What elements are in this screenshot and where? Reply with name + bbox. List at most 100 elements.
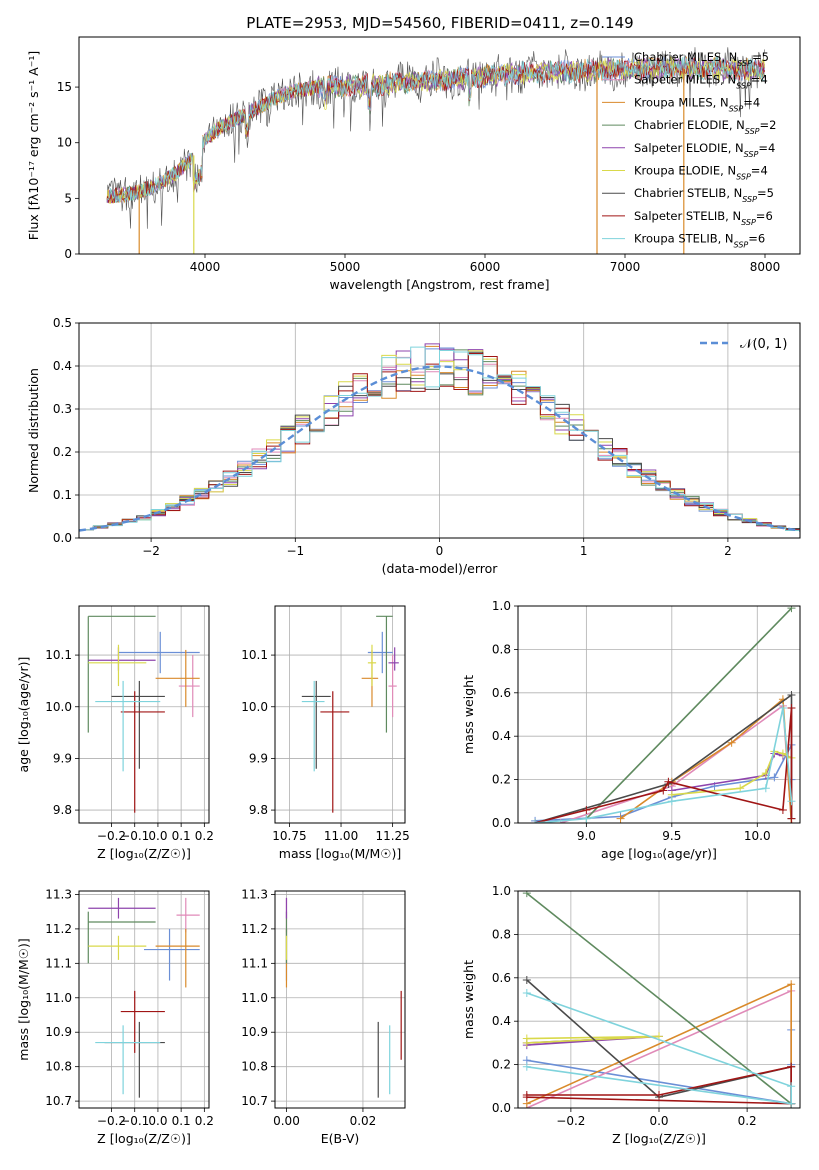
residuals-ytick-label: 0.1: [53, 488, 72, 502]
spectrum-xtick-label: 4000: [190, 260, 221, 274]
legend-label-name: Chabrier ELODIE: [634, 118, 729, 132]
mass-vs-Z-ytick-label: 11.3: [45, 887, 72, 901]
mass-vs-ebv-xtick-label: 0.02: [350, 1114, 377, 1128]
residuals-xtick-label: 1: [580, 544, 588, 558]
legend-label-n: 6: [758, 232, 765, 246]
residuals-ytick-label: 0.3: [53, 402, 72, 416]
legend-label-eq: =: [760, 118, 770, 132]
residuals-ytick-label: 0.0: [53, 531, 72, 545]
spectrum-ytick-label: 15: [57, 80, 72, 94]
age-vs-Z-xlabel: Z [log₁₀(Z/Z☉)]: [97, 846, 191, 861]
weight-vs-Z-xtick-label: 0.2: [738, 1114, 757, 1128]
mass-vs-Z-ytick-label: 10.8: [45, 1060, 72, 1074]
normal-legend-label: 𝒩(0, 1): [740, 337, 787, 352]
legend-label-eq: =: [751, 73, 761, 87]
legend-label-nssp: , N: [721, 50, 737, 64]
weight-vs-age-marker-kroupa-stelib: [582, 814, 591, 823]
weight-vs-age-marker-kroupa-stelib: [778, 703, 787, 712]
legend-label-name: Salpeter STELIB: [634, 209, 725, 223]
legend-label-sub: SSP: [745, 127, 760, 136]
legend-label-chabrier-stelib: Chabrier STELIB, NSSP=5: [634, 186, 774, 204]
weight-vs-Z-ylabel: mass weight: [461, 960, 476, 1039]
mass-vs-Z-ytick-label: 10.9: [45, 1025, 72, 1039]
data-layer: [79, 47, 800, 1108]
mass-vs-Z-xtick-label: −0.2: [97, 1114, 126, 1128]
legend-label-sub: SSP: [736, 172, 751, 181]
weight-vs-age-marker-salpeter-stelib: [664, 777, 673, 786]
legend-label-sub: SSP: [742, 195, 757, 204]
age-vs-mass-xtick-label: 11.00: [324, 829, 358, 843]
legend-label-name: Salpeter ELODIE: [634, 141, 728, 155]
normal-curve: [79, 365, 800, 532]
age-vs-Z-xtick-label: 0.1: [172, 829, 191, 843]
mass-vs-Z-ylabel: mass [log₁₀(M/M☉)]: [16, 938, 31, 1060]
legend-label-sub: SSP: [744, 149, 759, 158]
mass-vs-ebv-ytick-label: 11.3: [241, 887, 268, 901]
legend-label-nssp: , N: [720, 164, 736, 178]
mass-vs-Z-ytick-label: 11.1: [45, 956, 72, 970]
weight-vs-age-marker-kroupa-stelib: [667, 797, 676, 806]
weight-vs-age-xtick-label: 9.5: [662, 829, 681, 843]
legend-label-nssp: , N: [729, 118, 745, 132]
weight-vs-Z-marker-kroupa-stelib: [787, 1082, 796, 1091]
mass-vs-ebv-ytick-label: 10.8: [241, 1060, 268, 1074]
legend-label-eq: =: [756, 209, 766, 223]
mass-vs-Z-ytick-label: 10.7: [45, 1094, 72, 1108]
age-vs-mass-ytick-label: 10.0: [241, 700, 268, 714]
age-vs-Z-ytick-label: 9.9: [53, 751, 72, 765]
legend-label-n: 4: [760, 73, 767, 87]
legend-label-n: 4: [753, 95, 760, 109]
age-vs-mass-xtick-label: 11.25: [375, 829, 409, 843]
spectrum-ytick-label: 5: [64, 191, 72, 205]
weight-vs-Z-ytick-label: 0.8: [492, 927, 511, 941]
weight-vs-age-series-chabrier-elodie: [585, 607, 793, 820]
weight-vs-age-plot: [531, 606, 796, 823]
age-vs-mass-ytick-label: 9.8: [249, 803, 268, 817]
weight-vs-Z-marker-kroupa-stelib: [787, 1099, 796, 1108]
residuals-xlabel: (data-model)/error: [382, 561, 499, 576]
age-vs-mass-ytick-label: 10.1: [241, 648, 268, 662]
mass-vs-ebv-xlabel: E(B-V): [321, 1131, 360, 1146]
legend-label-salpeter-stelib: Salpeter STELIB, NSSP=6: [634, 209, 773, 227]
weight-vs-age-ytick-label: 0.6: [492, 686, 511, 700]
weight-vs-Z-ytick-label: 0.0: [492, 1101, 511, 1115]
weight-vs-Z-xtick-label: 0.0: [649, 1114, 668, 1128]
weight-vs-Z-ytick-label: 0.6: [492, 971, 511, 985]
weight-vs-age-marker-salpeter-stelib: [582, 805, 591, 814]
legend-label-nssp: , N: [713, 95, 729, 109]
legend-label-kroupa-elodie: Kroupa ELODIE, NSSP=4: [634, 164, 768, 182]
mass-vs-ebv-ytick-label: 10.9: [241, 1025, 268, 1039]
weight-vs-age-ytick-label: 0.8: [492, 642, 511, 656]
legend-label-name: Chabrier MILES: [634, 50, 721, 64]
weight-vs-Z-marker-kroupa-miles: [787, 980, 796, 989]
mass-vs-Z-ytick-label: 11.2: [45, 922, 72, 936]
weight-vs-Z-xlabel: Z [log₁₀(Z/Z☉)]: [612, 1131, 706, 1146]
weight-vs-age-xtick-label: 9.0: [577, 829, 596, 843]
age-vs-Z-ytick-label: 10.0: [45, 700, 72, 714]
residuals-plot: [79, 343, 800, 532]
legend-label-eq: =: [751, 164, 761, 178]
age-vs-Z-ytick-label: 9.8: [53, 803, 72, 817]
weight-vs-Z-ytick-label: 0.2: [492, 1058, 511, 1072]
mass-vs-Z-frame: [78, 890, 210, 1109]
weight-vs-Z-marker-kroupa-elodie: [522, 1034, 531, 1043]
weight-vs-age-xtick-label: 10.0: [744, 829, 771, 843]
age-vs-mass-frame: [274, 605, 406, 824]
residuals-xtick-label: 0: [436, 544, 444, 558]
legend-label-sub: SSP: [729, 104, 744, 113]
weight-vs-age-ylabel: mass weight: [461, 675, 476, 754]
weight-vs-Z-plot: [522, 891, 796, 1108]
mass-vs-Z-plot: [87, 897, 200, 1098]
weight-vs-age-marker-chabrier-elodie: [787, 606, 796, 613]
legend-label-name: Salpeter MILES: [634, 73, 720, 87]
weight-vs-Z-ytick-label: 0.4: [492, 1014, 511, 1028]
legend-label-name: Kroupa ELODIE: [634, 164, 720, 178]
weight-vs-age-series-kroupa-elodie: [671, 750, 792, 796]
weight-vs-Z-marker-salpeter-stelib: [787, 1062, 796, 1071]
weight-vs-Z-marker-salpeter-stelib: [655, 1090, 663, 1099]
legend-label-kroupa-miles: Kroupa MILES, NSSP=4: [634, 95, 760, 113]
mass-vs-Z-xtick-label: −0.1: [120, 1114, 149, 1128]
residuals-xtick-label: 2: [724, 544, 732, 558]
